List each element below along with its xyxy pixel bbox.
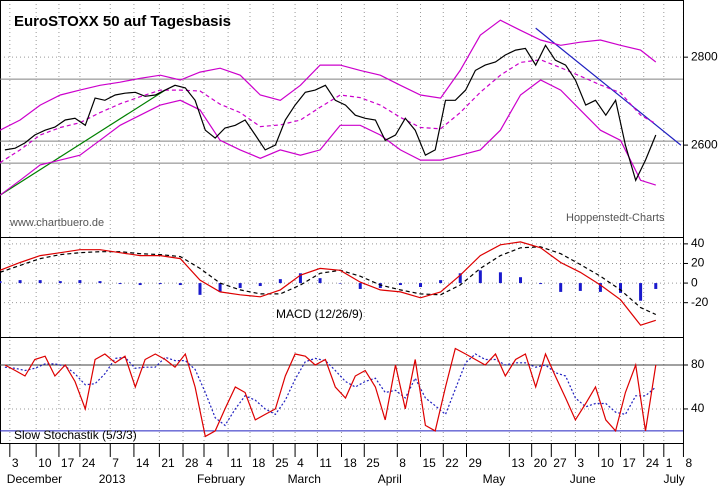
histogram-bar (419, 283, 423, 287)
histogram-bar (78, 280, 82, 284)
histogram-bar (439, 280, 443, 284)
x-tick-label: 14 (136, 456, 150, 470)
source-note: www.chartbuero.de (9, 217, 104, 229)
histogram-bar (478, 270, 482, 284)
x-tick-label: 24 (82, 456, 96, 470)
panel-label: MACD (12/26/9) (276, 307, 363, 321)
histogram-bar (0, 281, 2, 284)
x-tick-label: 1 (666, 456, 673, 470)
x-tick-label: 18 (252, 456, 266, 470)
month-label: July (663, 472, 684, 486)
x-tick-label: 21 (161, 456, 175, 470)
month-label: December (7, 472, 62, 486)
x-tick-label: 22 (445, 456, 459, 470)
series-line (0, 79, 656, 196)
x-tick-label: 10 (38, 456, 52, 470)
x-tick-label: 29 (468, 456, 482, 470)
histogram-bar (118, 283, 122, 285)
histogram-bar (458, 273, 462, 284)
histogram-bar (258, 283, 262, 287)
histogram-bar (358, 283, 362, 289)
panel-label: Slow Stochastik (5/3/3) (14, 428, 137, 442)
histogram-bar (519, 277, 523, 284)
series-line (0, 19, 657, 131)
x-tick-label: 27 (553, 456, 567, 470)
y-tick-label: 40 (691, 401, 705, 415)
month-label: April (378, 472, 402, 486)
x-tick-label: 15 (423, 456, 437, 470)
histogram-bar (238, 283, 242, 288)
chart-title: EuroSTOXX 50 auf Tagesbasis (14, 13, 231, 30)
x-tick-label: 18 (344, 456, 358, 470)
histogram-bar (559, 283, 563, 292)
y-tick-label: 0 (691, 275, 698, 289)
histogram-bar (639, 283, 643, 301)
x-tick-label: 13 (511, 456, 525, 470)
histogram-bar (158, 283, 162, 285)
histogram-bar (98, 281, 102, 284)
month-label: May (483, 472, 506, 486)
x-tick-label: 8 (399, 456, 406, 470)
histogram-bar (654, 283, 658, 289)
y-tick-label: 20 (691, 256, 705, 270)
histogram-bar (498, 272, 502, 284)
series-line (4, 347, 657, 438)
x-tick-label: 3 (12, 456, 19, 470)
x-tick-label: 17 (623, 456, 637, 470)
trend-line (535, 27, 682, 146)
histogram-bar (298, 273, 302, 284)
x-tick-label: 11 (319, 456, 332, 470)
x-tick-label: 24 (646, 456, 660, 470)
month-label: February (197, 472, 245, 486)
histogram-bar (58, 281, 62, 284)
histogram-bar (338, 283, 342, 284)
x-tick-label: 11 (230, 456, 243, 470)
y-tick-label: 40 (691, 236, 705, 250)
histogram-bar (278, 279, 282, 284)
x-tick-label: 25 (275, 456, 289, 470)
histogram-bar (598, 283, 602, 292)
histogram-bar (38, 280, 42, 284)
x-tick-label: 7 (112, 456, 119, 470)
provider-note: Hoppenstedt-Charts (566, 212, 665, 224)
histogram-bar (178, 283, 182, 286)
histogram-bar (539, 283, 543, 285)
histogram-bar (398, 283, 402, 286)
x-tick-label: 25 (366, 456, 380, 470)
x-tick-label: 10 (601, 456, 615, 470)
x-tick-label: 4 (206, 456, 213, 470)
x-tick-label: 17 (61, 456, 75, 470)
histogram-bar (619, 283, 623, 293)
histogram-bar (578, 283, 582, 291)
series-line (0, 241, 656, 326)
y-tick-label: -20 (691, 295, 709, 309)
trend-line (0, 89, 166, 196)
x-tick-label: 20 (534, 456, 548, 470)
series-line (0, 59, 657, 164)
histogram-bar (198, 283, 202, 295)
month-label: June (570, 472, 596, 486)
histogram-bar (138, 283, 142, 286)
x-tick-label: 3 (577, 456, 584, 470)
x-tick-label: 28 (185, 456, 199, 470)
y-tick-label: 2600 (691, 137, 718, 151)
month-label: March (288, 472, 321, 486)
y-tick-label: 80 (691, 357, 705, 371)
x-tick-label: 4 (297, 456, 304, 470)
y-tick-label: 2800 (691, 49, 718, 63)
x-tick-label: 8 (685, 456, 692, 470)
histogram-bar (18, 280, 22, 284)
histogram-bar (318, 278, 322, 284)
month-label: 2013 (99, 472, 126, 486)
histogram-bar (218, 283, 222, 292)
series-line (4, 44, 657, 182)
